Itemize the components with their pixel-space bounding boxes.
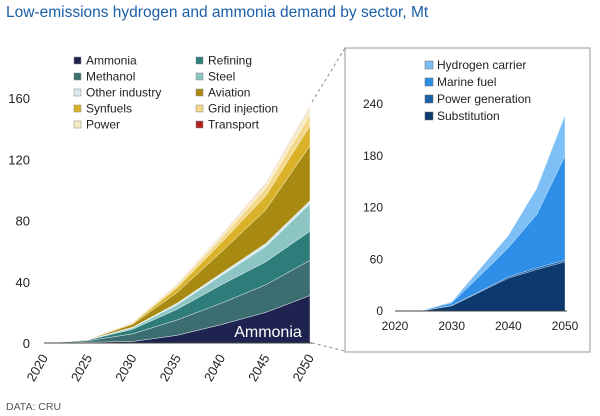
legend-swatch: [195, 72, 204, 81]
legend-item-other-industry: Other industry: [73, 86, 161, 100]
x-tick-label: 2050: [289, 352, 316, 385]
legend-label: Other industry: [86, 86, 161, 100]
x-tick-label: 2020: [23, 352, 50, 385]
legend-swatch: [73, 120, 82, 129]
inset-legend-label: Substitution: [437, 109, 500, 123]
legend-swatch: [73, 104, 82, 113]
legend-item-steel: Steel: [195, 70, 235, 84]
inset-legend-label: Power generation: [437, 92, 531, 106]
zoom-connector-bottom: [311, 342, 346, 352]
y-tick-label: 160: [8, 91, 30, 106]
legend-item-ammonia: Ammonia: [73, 54, 137, 68]
inset-legend-swatch: [424, 94, 434, 104]
legend-label: Transport: [208, 118, 260, 132]
legend-swatch: [73, 72, 82, 81]
inset-legend-swatch: [424, 60, 434, 70]
legend-swatch: [73, 56, 82, 65]
legend-item-grid-injection: Grid injection: [195, 102, 278, 116]
inset-legend-label: Hydrogen carrier: [437, 58, 526, 72]
legend-label: Steel: [208, 70, 235, 84]
inset-legend-item-substitution: Substitution: [424, 109, 500, 123]
legend-item-power: Power: [73, 118, 120, 132]
inset-legend-swatch: [424, 77, 434, 87]
inset-legend-label: Marine fuel: [437, 75, 496, 89]
inset-legend-item-hydrogen-carrier: Hydrogen carrier: [424, 58, 526, 72]
y-tick-label: 120: [8, 152, 30, 167]
inset-legend-item-power-generation: Power generation: [424, 92, 531, 106]
source-note: DATA: CRU: [6, 401, 62, 413]
inset-y-tick-label: 240: [363, 97, 383, 111]
inset-y-tick-label: 60: [370, 252, 384, 266]
legend-item-methanol: Methanol: [73, 70, 135, 84]
x-tick-label: 2040: [201, 352, 228, 385]
legend-label: Refining: [208, 54, 252, 68]
page-title: Low-emissions hydrogen and ammonia deman…: [6, 4, 429, 21]
y-tick-label: 0: [23, 336, 30, 351]
inset-x-tick-label: 2040: [495, 319, 522, 333]
x-tick-label: 2045: [245, 352, 272, 385]
x-tick-label: 2030: [112, 352, 139, 385]
legend-label: Ammonia: [86, 54, 137, 68]
inset-x-tick-label: 2020: [382, 319, 409, 333]
legend-item-refining: Refining: [195, 54, 252, 68]
x-tick-label: 2035: [156, 352, 183, 385]
legend-label: Aviation: [208, 86, 250, 100]
y-tick-label: 40: [16, 275, 30, 290]
inset-area-hydrogen-carrier: [394, 115, 566, 312]
area-transport: [43, 106, 311, 344]
legend-label: Grid injection: [208, 102, 278, 116]
inset-legend-item-marine-fuel: Marine fuel: [424, 75, 496, 89]
legend-swatch: [195, 88, 204, 97]
x-tick-label: 2025: [68, 352, 95, 385]
legend-swatch: [73, 88, 82, 97]
ammonia-annotation: Ammonia: [234, 324, 302, 341]
inset-y-tick-label: 0: [376, 304, 383, 318]
inset-x-tick-label: 2050: [552, 319, 579, 333]
legend-swatch: [195, 104, 204, 113]
legend-swatch: [195, 56, 204, 65]
inset-y-tick-label: 120: [363, 201, 383, 215]
zoom-connector-top: [311, 47, 346, 103]
legend-swatch: [195, 120, 204, 129]
y-tick-label: 80: [16, 214, 30, 229]
inset-x-tick-label: 2030: [438, 319, 465, 333]
legend-item-transport: Transport: [195, 118, 260, 132]
legend-item-aviation: Aviation: [195, 86, 250, 100]
legend-label: Methanol: [86, 70, 135, 84]
legend-label: Synfuels: [86, 102, 132, 116]
legend-item-synfuels: Synfuels: [73, 102, 132, 116]
inset-y-tick-label: 180: [363, 149, 383, 163]
inset-legend-swatch: [424, 111, 434, 121]
legend-label: Power: [86, 118, 120, 132]
